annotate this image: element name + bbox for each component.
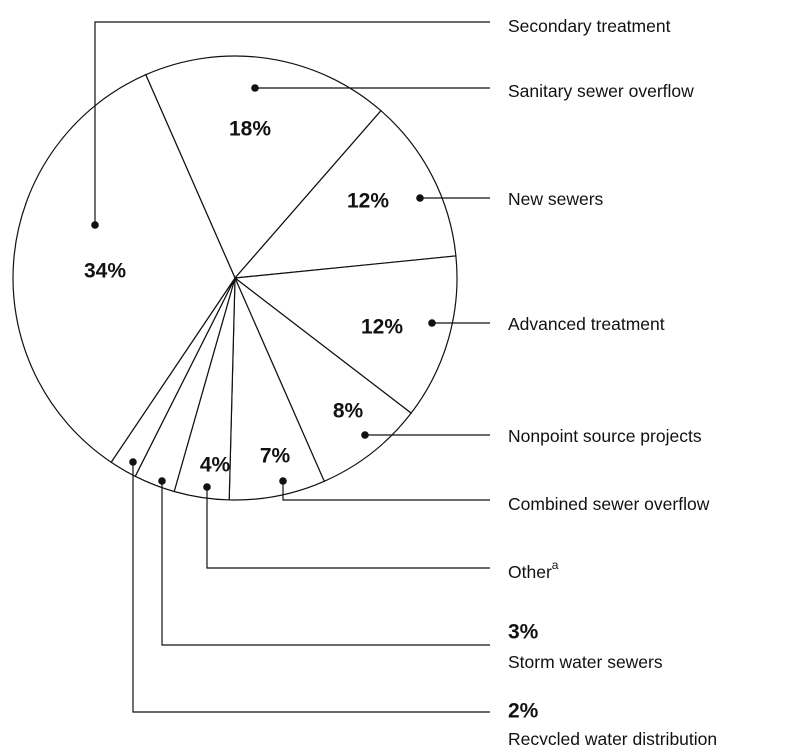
category-label: Othera [508,558,559,581]
value-label: 2% [508,700,539,723]
category-name: Combined sewer overflow [508,494,710,514]
category-label: Sanitary sewer overflow [508,81,694,101]
value-label: 34% [84,260,126,283]
leader-dot [158,477,166,485]
category-name: Other [508,562,552,582]
value-label: 4% [200,454,231,477]
pie-slice [234,277,412,483]
footnote-marker: a [552,558,559,572]
pie-slice [233,109,457,279]
category-name: Advanced treatment [508,314,665,334]
value-label: 12% [361,316,403,339]
leader-dot [203,483,211,491]
category-name: New sewers [508,189,604,209]
leader-dot [251,84,259,92]
category-label: New sewers [508,189,604,209]
value-label: 8% [333,400,364,423]
category-label: Combined sewer overflow [508,494,710,514]
value-label: 18% [229,118,271,141]
category-name: Recycled water distribution [508,729,717,745]
category-label: Secondary treatment [508,16,671,36]
category-name: Sanitary sewer overflow [508,81,694,101]
category-label: Storm water sewers [508,652,663,672]
pie-slice [233,255,458,414]
leader-line [161,481,490,646]
category-label: Advanced treatment [508,314,665,334]
leader-dot [416,194,424,202]
category-name: Nonpoint source projects [508,426,702,446]
category-name: Secondary treatment [508,16,671,36]
pie-slice [144,55,382,280]
category-label: Recycled water distribution [508,729,717,745]
leader-dot [91,221,99,229]
category-name: Storm water sewers [508,652,663,672]
leader-dot [129,458,137,466]
leader-line [206,487,490,569]
leader-dot [279,477,287,485]
value-label: 12% [347,190,389,213]
leader-line [282,481,490,501]
category-label: Nonpoint source projects [508,426,702,446]
value-label: 7% [260,445,291,468]
value-label: 3% [508,621,539,644]
leader-line [94,21,490,225]
leader-dot [428,319,436,327]
leader-dot [361,431,369,439]
pie-slice [12,73,236,464]
leader-line [132,462,490,713]
